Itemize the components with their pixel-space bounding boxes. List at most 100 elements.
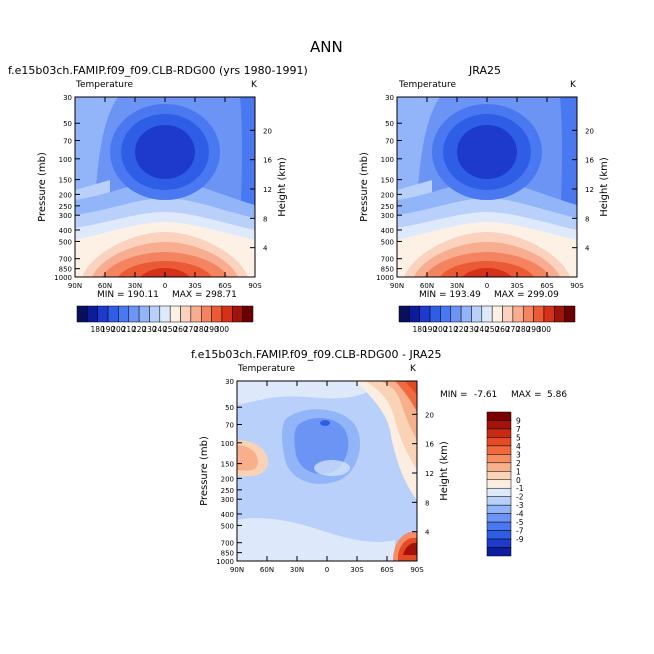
colorbar-swatch (118, 305, 130, 323)
colorbar-swatch (533, 305, 545, 323)
panel3-xtick-label: 30S (350, 566, 364, 574)
panel2-min-label: MIN = 193.49 (419, 290, 481, 300)
colorbar-swatch (211, 305, 223, 323)
panel1-ytick-label: 1000 (54, 274, 72, 282)
colorbar-label: 280 (194, 325, 209, 334)
colorbar-label: 300 (537, 325, 552, 334)
colorbar-diff-swatch (486, 513, 512, 523)
panel3-xtick-label: 90S (410, 566, 424, 574)
colorbar-label: 240 (475, 325, 490, 334)
panel1-ytick-label: 100 (59, 156, 72, 164)
colorbar-swatch (169, 305, 181, 323)
panel1-field (75, 97, 255, 277)
colorbar-swatch (450, 305, 462, 323)
colorbar-swatch (76, 305, 88, 323)
colorbar-label: 190 (101, 325, 116, 334)
colorbar-diff-swatch (486, 521, 512, 531)
panel3-ytick-label: 30 (225, 378, 234, 386)
colorbar-diff-swatch (486, 437, 512, 447)
colorbar-swatch (481, 305, 493, 323)
panel3-ytick-right-label: 4 (425, 529, 430, 537)
panel3-ytick-label: 250 (221, 487, 234, 495)
panel3-field (237, 381, 417, 561)
colorbar-swatch (460, 305, 472, 323)
panel1-xtick-label: 90N (68, 282, 82, 290)
panel2-ylabel: Pressure (mb) (359, 152, 370, 222)
panel3-xtick-label: 60N (260, 566, 274, 574)
panel2-ytick-label: 30 (385, 94, 394, 102)
panel2-ytick-right-label: 8 (585, 215, 589, 223)
colorbar-swatch (554, 305, 565, 323)
panel1-xtick-label: 30S (188, 282, 202, 290)
panel3-ytick-label: 150 (221, 461, 234, 469)
colorbar-swatch (419, 305, 431, 323)
colorbar-label: 180 (91, 325, 106, 334)
colorbar-swatch (200, 305, 212, 323)
panel2-ytick-label: 100 (381, 156, 394, 164)
colorbar-label: 210 (444, 325, 459, 334)
panel1-xtick-label: 0 (163, 282, 167, 290)
colorbar-diff-swatch (486, 496, 512, 506)
panel2-ytick-label: 700 (381, 256, 394, 264)
panel3-ytick-label: 100 (221, 440, 234, 448)
colorbar-label: 280 (516, 325, 531, 334)
panel2-ytick-label: 400 (381, 227, 394, 235)
colorbar-label: 180 (413, 325, 428, 334)
colorbar-label: 270 (184, 325, 199, 334)
colorbar-label: 250 (485, 325, 500, 334)
panel1-title: f.e15b03ch.FAMIP.f09_f09.CLB-RDG00 (yrs … (8, 64, 308, 77)
panel3-ytick-label: 200 (221, 475, 234, 483)
panel2-ytick-label: 850 (381, 266, 394, 274)
colorbar-label: 270 (506, 325, 521, 334)
panel2-xtick-label: 30S (510, 282, 524, 290)
colorbar-diff-label: 0 (516, 476, 521, 485)
colorbar-diff-label: -2 (516, 493, 524, 502)
colorbar-label: 260 (173, 325, 188, 334)
colorbar-swatch (564, 305, 576, 323)
colorbar-label: 190 (423, 325, 438, 334)
panel1-ytick-right-label: 12 (263, 186, 272, 194)
panel2-ylabel-right: Height (km) (599, 157, 610, 217)
panel3-max-label: MAX = (511, 390, 542, 400)
panel3-units: K (410, 364, 416, 374)
panel2-ytick-right-label: 16 (585, 157, 594, 165)
panel1-xtick-label: 60S (218, 282, 232, 290)
panel3-ytick-label: 1000 (216, 558, 234, 566)
panel2-ytick-label: 250 (381, 203, 394, 211)
panel2-ytick-right-label: 12 (585, 186, 594, 194)
colorbar-diff-label: 9 (516, 416, 521, 425)
panel3-xtick-label: 0 (325, 566, 329, 574)
panel1-ytick-right-label: 16 (263, 157, 272, 165)
panel2-xtick-label: 90S (570, 282, 584, 290)
colorbar-swatch (87, 305, 98, 323)
panel3-subtitle: Temperature (238, 364, 296, 374)
colorbar-label: 300 (215, 325, 230, 334)
panel2-ytick-label: 1000 (376, 274, 394, 282)
colorbar-diff-label: 2 (516, 459, 521, 468)
colorbar-swatch (149, 305, 161, 323)
panel1-ytick-label: 250 (59, 203, 72, 211)
panel1-xtick-label: 30N (128, 282, 142, 290)
colorbar-diff-swatch (486, 454, 512, 464)
colorbar-label: 230 (142, 325, 157, 334)
colorbar-diff-label: 1 (516, 467, 521, 476)
colorbar-label: 200 (433, 325, 448, 334)
panel3-ylabel-right: Height (km) (439, 441, 450, 501)
colorbar-label: 260 (495, 325, 510, 334)
colorbar-diff-swatch (486, 479, 512, 489)
colorbar-swatch (543, 305, 555, 323)
panel2-max-label: MAX = 299.09 (494, 290, 559, 300)
panel2-ytick-label: 70 (385, 137, 394, 145)
panel2-ytick-label: 50 (385, 120, 394, 128)
panel3-xtick-label: 60S (380, 566, 394, 574)
colorbar-diff-label: 5 (516, 433, 521, 442)
colorbar-swatch (138, 305, 150, 323)
colorbar-diff-label: 7 (516, 425, 521, 434)
panel2-ytick-label: 150 (381, 177, 394, 185)
panel3-ytick-label: 400 (221, 511, 234, 519)
panel3-min-value: -7.61 (474, 390, 498, 400)
colorbar-diff-swatch (486, 538, 512, 548)
panel1-min-label: MIN = 190.11 (97, 290, 159, 300)
